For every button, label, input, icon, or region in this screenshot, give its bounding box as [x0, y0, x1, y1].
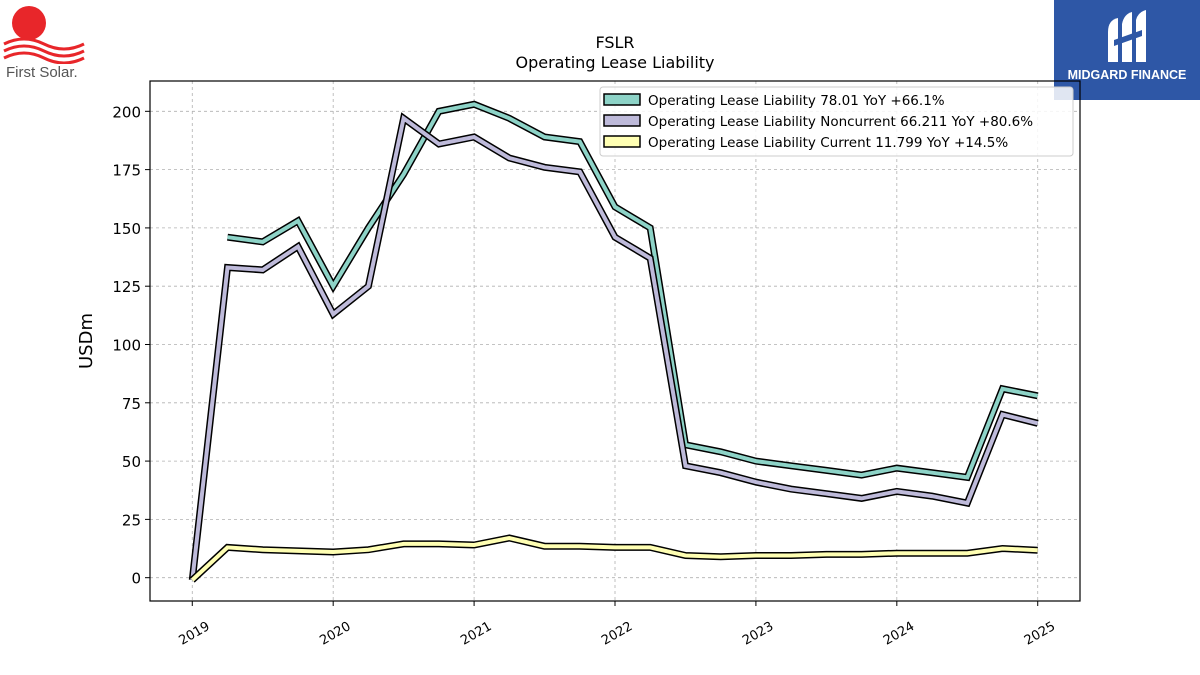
grid — [150, 81, 1080, 601]
y-tick-label: 125 — [112, 278, 141, 296]
y-tick-label: 175 — [112, 162, 141, 180]
legend: Operating Lease Liability 78.01 YoY +66.… — [599, 86, 1074, 157]
x-tick-label: 2023 — [740, 619, 776, 649]
sun-wave-icon — [3, 6, 85, 64]
x-tick-label: 2025 — [1022, 619, 1058, 649]
x-tick-label: 2019 — [176, 619, 212, 649]
first-solar-logo: First Solar. — [0, 0, 100, 90]
legend-label: Operating Lease Liability 78.01 YoY +66.… — [648, 93, 945, 109]
y-tick-label: 25 — [122, 511, 141, 529]
y-tick-label: 75 — [122, 395, 141, 413]
legend-box — [599, 86, 1074, 157]
y-tick-label: 0 — [131, 570, 141, 588]
y-axis-label: USDm — [76, 313, 97, 369]
series-line-outline-1 — [188, 112, 1039, 581]
series-line-0 — [227, 102, 1039, 480]
x-axis: 2019 2020 2021 2022 2023 2024 2025 — [176, 601, 1058, 649]
y-tick-label: 150 — [112, 220, 141, 238]
y-tick-label: 50 — [122, 453, 141, 471]
series-layer — [188, 100, 1039, 583]
legend-swatch — [603, 93, 641, 106]
y-tick-label: 100 — [112, 336, 141, 354]
legend-label: Operating Lease Liability Current 11.799… — [648, 135, 1008, 151]
legend-swatch — [603, 114, 641, 127]
x-tick-label: 2020 — [317, 619, 353, 649]
y-tick-label: 200 — [112, 103, 141, 121]
legend-swatch — [603, 135, 641, 148]
first-solar-logo-text: First Solar. — [6, 64, 78, 81]
chart-title: FSLR — [595, 33, 634, 52]
midgard-m-icon — [1108, 10, 1146, 62]
legend-label: Operating Lease Liability Noncurrent 66.… — [648, 114, 1033, 130]
x-tick-label: 2022 — [599, 619, 635, 649]
x-tick-label: 2021 — [458, 619, 494, 649]
midgard-finance-logo: MIDGARD FINANCE — [1054, 0, 1200, 100]
series-line-2 — [190, 535, 1038, 582]
x-tick-label: 2024 — [881, 619, 917, 649]
series-line-1 — [190, 114, 1039, 581]
chart-subtitle: Operating Lease Liability — [515, 53, 714, 72]
midgard-finance-logo-text: MIDGARD FINANCE — [1067, 68, 1187, 82]
series-line-outline-0 — [227, 100, 1039, 482]
y-axis: 0 25 50 75 100 125 150 175 200 — [112, 103, 150, 588]
